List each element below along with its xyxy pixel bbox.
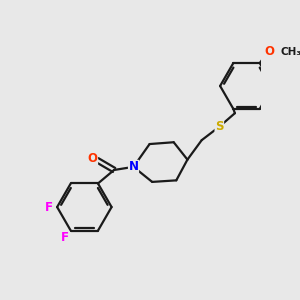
Text: O: O xyxy=(88,152,98,165)
Text: O: O xyxy=(264,45,274,58)
Text: N: N xyxy=(128,160,139,173)
Text: F: F xyxy=(45,200,53,214)
Text: F: F xyxy=(61,231,69,244)
Text: S: S xyxy=(215,120,224,133)
Text: CH₃: CH₃ xyxy=(280,47,300,57)
